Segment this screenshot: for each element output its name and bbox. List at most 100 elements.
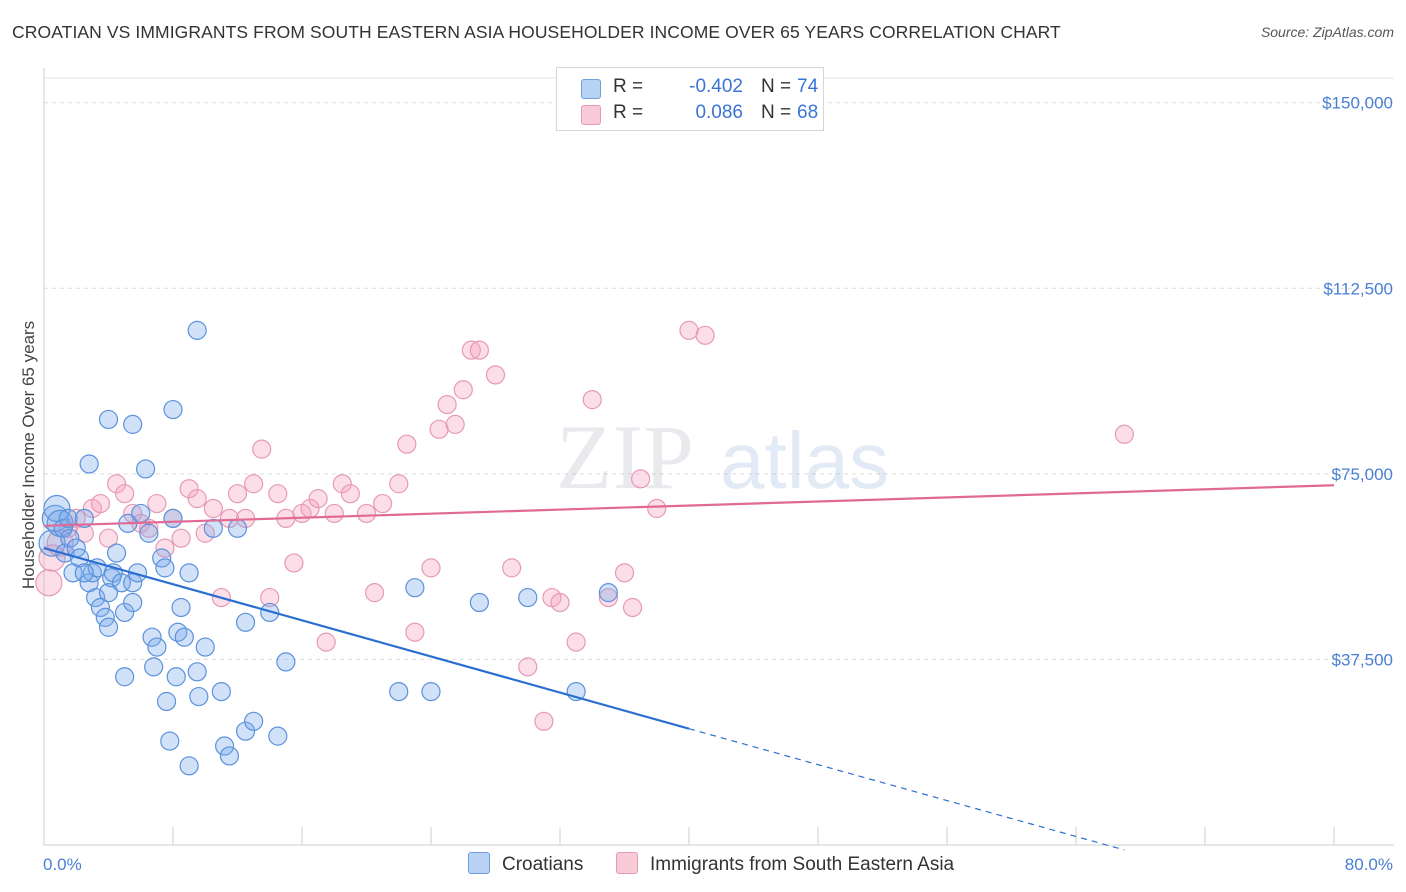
immigrants-point [453,380,473,400]
croatians-point [163,399,183,420]
croatians-point [168,622,188,642]
croatians-point [187,320,207,340]
immigrants-point [502,558,522,578]
croatians-swatch [581,79,601,99]
immigrants-point [171,528,191,548]
croatians-legend-swatch [468,852,490,874]
croatians-point [235,721,256,741]
croatians-point [405,578,425,598]
croatians-point [58,508,78,529]
croatians-point [131,503,151,524]
croatians-point [219,746,240,766]
legend-item-immigrants[interactable]: Immigrants from South Eastern Asia [616,852,954,876]
immigrants-swatch [581,105,601,125]
immigrants-point [244,474,264,494]
croatians-point [135,459,156,479]
legend-label-croatians: Croatians [502,854,584,875]
immigrants-point [316,632,336,652]
immigrants-point [518,657,538,677]
immigrants-point [340,484,360,504]
immigrants-point [397,434,417,454]
croatians-point [244,711,264,731]
croatians-point [155,558,175,578]
immigrants-point [308,489,328,509]
immigrants-point [179,479,199,499]
croatians-point [74,563,94,583]
croatians-point [389,681,409,702]
croatians-point [106,543,127,563]
croatians-trend-extension [688,728,1125,851]
grid-lines [44,77,1394,660]
immigrants-n-value: 68 [797,102,819,123]
source-credit: Source: ZipAtlas.com [1260,24,1394,40]
immigrants-point [429,419,449,439]
croatians-trend-line [43,547,690,730]
immigrants-point [1114,424,1134,444]
immigrants-point [582,390,602,410]
y-axis-label: Householder Income Over 65 years [19,321,38,589]
immigrants-point [203,498,223,519]
croatians-point [215,736,235,756]
immigrants-point [622,597,643,618]
croatians-point [98,583,119,603]
croatians-point [115,667,135,687]
croatians-point [179,756,199,776]
croatians-point [203,518,223,538]
croatians-n-value: 74 [797,76,819,97]
watermark-zip: ZIP [556,406,694,508]
croatians-point [598,583,618,603]
immigrants-point [461,340,481,360]
immigrants-point [356,503,377,524]
croatians-point [195,637,215,657]
croatians-point [189,686,209,707]
immigrants-point [437,394,457,415]
croatians-point [142,627,162,647]
croatians-point [111,573,132,593]
croatians-point [235,612,256,632]
immigrants-point [324,503,344,524]
legend-label-immigrants: Immigrants from South Eastern Asia [650,854,955,875]
immigrants-point [66,508,86,529]
immigrants-point [260,587,280,608]
croatians-point [53,518,73,538]
y-tick-label-3: $37,500 [1332,650,1393,669]
watermark-atlas: atlas [720,416,889,505]
croatians-point [139,523,159,543]
croatians-point [211,681,231,702]
n-label: N = [761,76,792,97]
immigrants-point [679,320,699,340]
immigrants-point [695,325,715,345]
immigrants-point [268,484,288,504]
immigrants-point [219,508,240,529]
legend-item-croatians[interactable]: Croatians [468,852,583,876]
immigrants-r-value: 0.086 [695,102,743,123]
croatians-point [171,597,191,618]
immigrants-point [187,489,207,509]
immigrants-point [227,484,248,504]
immigrants-point [550,592,570,613]
trend-lines [43,484,1335,851]
y-tick-label-0: $150,000 [1322,94,1393,113]
x-tick-label-0: 0.0% [43,855,82,874]
croatians-point [74,508,94,529]
x-tick-labels: 0.0% 80.0% [43,855,1393,874]
chart-title: CROATIAN VS IMMIGRANTS FROM SOUTH EASTER… [12,22,1061,42]
croatians-point [98,409,119,430]
immigrants-point [614,563,635,583]
immigrants-point [631,469,651,489]
immigrants-point [139,518,159,538]
croatians-point [518,587,538,608]
immigrants-point [90,493,111,514]
n-label: N = [761,102,792,123]
immigrants-point [35,569,63,597]
croatians-point [90,597,111,618]
immigrants-point [405,622,425,642]
croatians-point [469,592,489,613]
croatians-point [123,592,143,613]
croatians-point [115,602,135,623]
immigrants-point [485,365,506,385]
y-tick-label-2: $75,000 [1332,465,1393,484]
immigrants-point [421,558,441,578]
croatians-point [174,627,194,647]
